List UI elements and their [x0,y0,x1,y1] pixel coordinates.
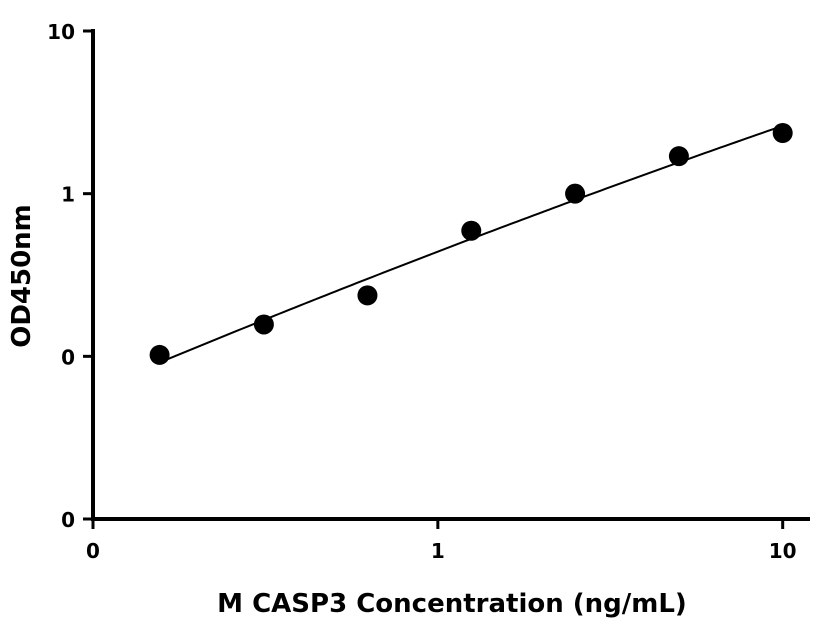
data-points [149,123,793,365]
y-tick-label: 0 [61,508,75,532]
data-point [149,344,170,365]
x-tick-label: 1 [431,539,445,563]
x-axis-title: M CASP3 Concentration (ng/mL) [217,589,687,619]
x-tick-label: 0 [86,539,100,563]
fit-curve [159,124,784,364]
data-point [461,220,482,241]
y-axis-title: OD450nm [7,204,37,348]
y-tick-label: 10 [47,20,75,44]
axes [91,29,810,521]
data-point [253,314,274,335]
data-point [668,146,689,167]
x-tick-label: 10 [769,539,797,563]
data-point [357,285,378,306]
data-point [565,183,586,204]
y-tick-label: 0 [61,345,75,369]
y-tick-label: 1 [61,183,75,207]
data-point [772,123,793,144]
